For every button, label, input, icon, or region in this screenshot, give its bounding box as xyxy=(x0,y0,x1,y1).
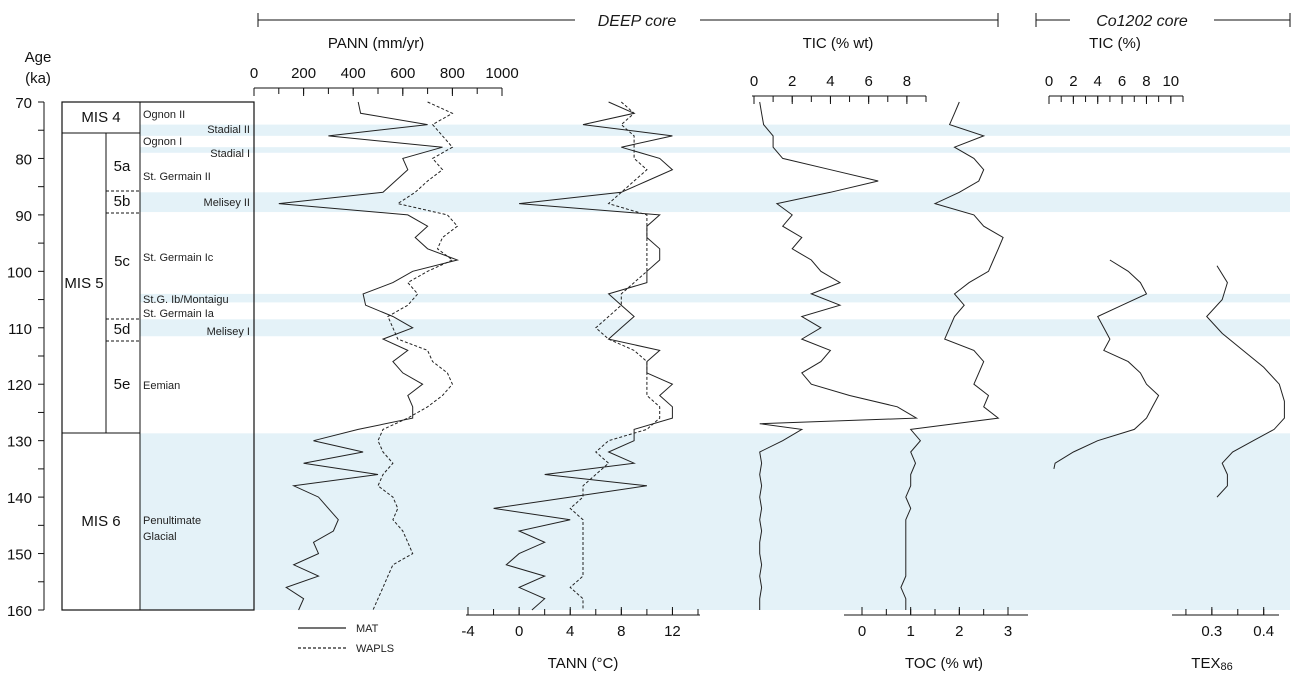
tic_co-tick-label: 2 xyxy=(1069,73,1077,90)
tann-series-mat xyxy=(493,101,674,611)
tic_co-tick-label: 10 xyxy=(1162,73,1179,90)
co1202-core-header: Co1202 core xyxy=(1035,13,1291,30)
tann-tick-label: 0 xyxy=(515,623,523,640)
event-eemian: Eemian xyxy=(143,380,180,392)
tann-tick-label: -4 xyxy=(461,623,474,640)
tic-deep-series-tic xyxy=(759,101,919,610)
age-tick-label: 110 xyxy=(8,321,32,338)
tic_deep-tick-label: 0 xyxy=(750,73,758,90)
tann-tick-label: 12 xyxy=(664,623,681,640)
highlight-band-5 xyxy=(140,433,1290,610)
tic_deep-tick-label: 4 xyxy=(826,73,834,90)
age-tick-label: 70 xyxy=(15,95,32,112)
highlight-bands xyxy=(140,124,1290,610)
substage-5d: 5d xyxy=(114,321,131,338)
pann-axis-title: PANN (mm/yr) xyxy=(328,35,424,52)
event-melisey-ii: Melisey II xyxy=(204,197,250,209)
substage-5e: 5e xyxy=(114,376,131,393)
age-tick-label: 160 xyxy=(7,603,32,620)
age-axis: Age (ka) 70 80 90 100 110 120 130 140 150 160 xyxy=(7,49,51,620)
toc-tick-label: 2 xyxy=(955,623,963,640)
pann-tick-label: 200 xyxy=(291,65,316,82)
pann-tick-label: 0 xyxy=(250,65,258,82)
axis-ticks: 0 200 400 600 800 1000-4 0 4 8 120 2 4 6 80 1 2 30 2 4 6 8 10… xyxy=(250,65,1279,640)
tann-tick-label: 8 xyxy=(617,623,625,640)
event-st-germain-ic: St. Germain Ic xyxy=(143,252,214,264)
highlight-band-3 xyxy=(140,293,1290,303)
pann-tick-label: 800 xyxy=(440,65,465,82)
deep-core-title: DEEP core xyxy=(598,13,677,30)
legend-wapls-label: WAPLS xyxy=(356,643,394,655)
pann-tick-label: 1000 xyxy=(485,65,518,82)
tex86-series-tex86 xyxy=(1206,265,1285,498)
tic_co-tick-label: 8 xyxy=(1142,73,1150,90)
event-st-g-ib-montaigu: St.G. Ib/Montaigu xyxy=(143,294,229,306)
substage-5c: 5c xyxy=(114,253,130,270)
event-penultimate: Penultimate xyxy=(143,515,201,527)
toc-axis-title: TOC (% wt) xyxy=(905,655,983,672)
toc-series-toc xyxy=(900,101,1004,610)
legend-mat-label: MAT xyxy=(356,623,379,635)
substage-5b: 5b xyxy=(114,193,131,210)
legend: MAT WAPLS xyxy=(298,623,394,655)
pann-series-mat xyxy=(278,101,460,611)
mis-4-label: MIS 4 xyxy=(81,109,120,126)
mis-6-label: MIS 6 xyxy=(81,513,120,530)
event-stadial-i: Stadial I xyxy=(210,148,250,160)
tex-tick-label: 0.3 xyxy=(1201,623,1222,640)
mis-5-label: MIS 5 xyxy=(64,275,103,292)
tic_deep-tick-label: 2 xyxy=(788,73,796,90)
event-ognon-ii: Ognon II xyxy=(143,109,185,121)
event-ognon-i: Ognon I xyxy=(143,136,182,148)
age-tick-label: 130 xyxy=(7,434,32,451)
age-tick-label: 80 xyxy=(15,151,32,168)
deep-core-header: DEEP core xyxy=(257,13,999,30)
highlight-band-4 xyxy=(140,319,1290,337)
age-tick-label: 100 xyxy=(7,264,32,281)
age-axis-title: Age xyxy=(25,49,52,66)
toc-tick-label: 3 xyxy=(1004,623,1012,640)
tann-series-wapls xyxy=(569,101,661,610)
toc-tick-label: 1 xyxy=(906,623,914,640)
tex86-axis-title: TEX86 xyxy=(1191,655,1232,673)
event-st-germain-ii: St. Germain II xyxy=(143,171,211,183)
age-tick-label: 140 xyxy=(7,490,32,507)
co1202-core-title: Co1202 core xyxy=(1096,13,1188,30)
tic-co1202-axis-title: TIC (%) xyxy=(1089,35,1141,52)
age-axis-unit: (ka) xyxy=(25,70,51,87)
tex-tick-label: 0.4 xyxy=(1253,623,1274,640)
highlight-band-0 xyxy=(140,124,1290,136)
age-tick-label: 90 xyxy=(15,208,32,225)
pann-tick-label: 400 xyxy=(341,65,366,82)
event-st-germain-ia: St. Germain Ia xyxy=(143,308,215,320)
event-melisey-i: Melisey I xyxy=(207,326,250,338)
tic_deep-tick-label: 8 xyxy=(903,73,911,90)
pann-series-wapls xyxy=(372,101,459,611)
substage-5a: 5a xyxy=(114,158,131,175)
tic_co-tick-label: 6 xyxy=(1118,73,1126,90)
event-stadial-ii: Stadial II xyxy=(207,124,250,136)
data-curves xyxy=(278,101,1285,611)
tann-tick-label: 4 xyxy=(566,623,574,640)
pann-tick-label: 600 xyxy=(390,65,415,82)
toc-tick-label: 0 xyxy=(858,623,866,640)
tic-deep-axis-title: TIC (% wt) xyxy=(803,35,874,52)
highlight-band-1 xyxy=(140,147,1290,153)
stratigraphy-column: MIS 4 MIS 5 MIS 6 5a 5b 5c 5d 5e Ognon I… xyxy=(61,101,255,611)
tic_co-tick-label: 4 xyxy=(1094,73,1102,90)
tann-axis-title: TANN (°C) xyxy=(548,655,619,672)
highlight-band-2 xyxy=(140,192,1290,213)
age-tick-label: 150 xyxy=(7,547,32,564)
tic-co1202-series-tic xyxy=(1053,259,1160,470)
tic_co-tick-label: 0 xyxy=(1045,73,1053,90)
event-glacial: Glacial xyxy=(143,531,177,543)
tic_deep-tick-label: 6 xyxy=(864,73,872,90)
age-tick-label: 120 xyxy=(7,377,32,394)
